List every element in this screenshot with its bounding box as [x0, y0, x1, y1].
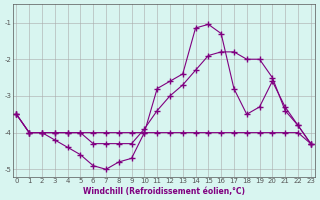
X-axis label: Windchill (Refroidissement éolien,°C): Windchill (Refroidissement éolien,°C)	[83, 187, 244, 196]
